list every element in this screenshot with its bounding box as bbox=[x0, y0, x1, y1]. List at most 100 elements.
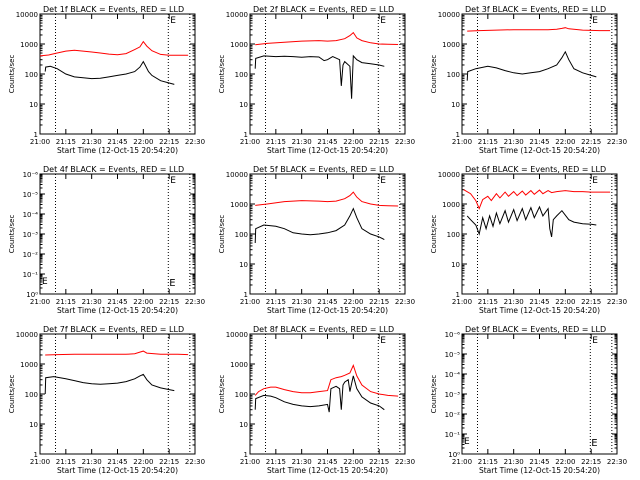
y-tick-label: 10000 bbox=[226, 331, 248, 339]
y-tick-label: 1000 bbox=[230, 201, 248, 209]
y-tick-label: 10⁻² bbox=[445, 411, 461, 419]
x-tick-label: 21:45 bbox=[529, 458, 549, 466]
chart-panel-2: Det 2f BLACK = Events, RED = LLD 1 10 100 10… bbox=[218, 5, 415, 155]
chart-panel-3: Det 3f BLACK = Events, RED = LLD 1 10 100 10… bbox=[430, 5, 627, 155]
lld-series-line bbox=[255, 31, 399, 46]
lld-series-line bbox=[463, 189, 611, 210]
x-axis-label: Start Time (12-Oct-15 20:54:20) bbox=[479, 146, 600, 155]
y-tick-label: 10⁻³ bbox=[23, 231, 39, 239]
chart-title: Det 9f BLACK = Events, RED = LLD bbox=[465, 325, 606, 334]
event-marker-E: E bbox=[380, 16, 386, 26]
y-axis-label: Counts/sec bbox=[430, 55, 438, 94]
y-tick-label: 1 bbox=[244, 131, 248, 139]
x-tick-label: 22:00 bbox=[555, 298, 575, 306]
chart-title: Det 6f BLACK = Events, RED = LLD bbox=[465, 165, 606, 174]
y-tick-label: 10⁻¹ bbox=[445, 431, 461, 439]
y-tick-label: 1000 bbox=[442, 201, 460, 209]
y-tick-label: 10000 bbox=[226, 11, 248, 19]
x-tick-label: 21:30 bbox=[82, 298, 102, 306]
y-tick-label: 1 bbox=[34, 131, 38, 139]
x-tick-label: 22:15 bbox=[159, 138, 179, 146]
event-marker-E: E bbox=[170, 16, 176, 26]
x-tick-label: 21:00 bbox=[240, 458, 260, 466]
y-tick-label: 10 bbox=[239, 261, 248, 269]
x-tick-label: 21:15 bbox=[56, 138, 76, 146]
y-tick-label: 10000 bbox=[438, 11, 460, 19]
chart-title: Det 2f BLACK = Events, RED = LLD bbox=[253, 5, 394, 14]
x-tick-label: 21:00 bbox=[240, 138, 260, 146]
x-tick-label: 21:15 bbox=[266, 138, 286, 146]
y-tick-label: 10⁻² bbox=[23, 251, 39, 259]
x-tick-label: 22:00 bbox=[343, 458, 363, 466]
y-tick-label: 10⁰ bbox=[26, 291, 38, 299]
y-tick-label: 10 bbox=[29, 101, 38, 109]
event-marker-E: E bbox=[592, 16, 598, 26]
x-tick-label: 21:45 bbox=[529, 138, 549, 146]
chart-panel-4: Det 4f BLACK = Events, RED = LLD 10⁰ 10⁻¹ 1… bbox=[8, 165, 205, 315]
x-tick-label: 21:45 bbox=[107, 458, 127, 466]
y-tick-label: 10000 bbox=[438, 171, 460, 179]
x-tick-label: 21:45 bbox=[529, 298, 549, 306]
x-tick-label: 22:30 bbox=[607, 138, 627, 146]
y-tick-label: 1000 bbox=[442, 41, 460, 49]
x-tick-label: 21:15 bbox=[266, 298, 286, 306]
plot-frame bbox=[39, 333, 196, 455]
y-tick-label: 10 bbox=[451, 101, 460, 109]
y-tick-label: 10 bbox=[239, 101, 248, 109]
y-axis-label: Counts/sec bbox=[218, 215, 226, 254]
x-tick-label: 22:15 bbox=[159, 458, 179, 466]
event-marker-E: E bbox=[464, 437, 470, 447]
x-tick-label: 22:30 bbox=[607, 458, 627, 466]
y-tick-label: 100 bbox=[235, 391, 248, 399]
x-tick-label: 21:00 bbox=[240, 298, 260, 306]
y-axis-label: Counts/sec bbox=[218, 375, 226, 414]
x-tick-label: 21:00 bbox=[452, 458, 472, 466]
lld-series-line bbox=[39, 40, 189, 57]
event-marker-E: E bbox=[592, 336, 598, 346]
y-tick-label: 10 bbox=[239, 421, 248, 429]
plot-frame bbox=[461, 333, 618, 455]
x-tick-label: 21:00 bbox=[452, 138, 472, 146]
chart-panel-6: Det 6f BLACK = Events, RED = LLD 1 10 100 10… bbox=[430, 165, 627, 315]
x-axis-label: Start Time (12-Oct-15 20:54:20) bbox=[267, 306, 388, 315]
chart-title: Det 5f BLACK = Events, RED = LLD bbox=[253, 165, 394, 174]
event-marker-E: E bbox=[380, 176, 386, 186]
y-axis-label: Counts/sec bbox=[430, 215, 438, 254]
y-tick-label: 10⁻⁴ bbox=[445, 371, 461, 379]
plot-frame bbox=[39, 13, 196, 135]
x-tick-label: 21:00 bbox=[30, 138, 50, 146]
x-tick-label: 22:00 bbox=[133, 298, 153, 306]
x-tick-label: 21:30 bbox=[292, 458, 312, 466]
y-tick-label: 100 bbox=[25, 71, 38, 79]
x-tick-label: 21:15 bbox=[478, 458, 498, 466]
event-marker-E: E bbox=[592, 176, 598, 186]
x-axis-label: Start Time (12-Oct-15 20:54:20) bbox=[57, 146, 178, 155]
chart-panel-9: Det 9f BLACK = Events, RED = LLD 10⁰ 10⁻¹ 1… bbox=[430, 325, 627, 475]
y-tick-label: 100 bbox=[235, 231, 248, 239]
y-tick-label: 10⁻⁵ bbox=[445, 351, 461, 359]
x-axis-label: Start Time (12-Oct-15 20:54:20) bbox=[57, 306, 178, 315]
x-tick-label: 22:00 bbox=[133, 458, 153, 466]
chart-title: Det 7f BLACK = Events, RED = LLD bbox=[43, 325, 184, 334]
x-tick-label: 21:00 bbox=[30, 298, 50, 306]
x-tick-label: 21:30 bbox=[82, 458, 102, 466]
events-series-line bbox=[44, 60, 175, 85]
chart-panel-5: Det 5f BLACK = Events, RED = LLD 1 10 100 10… bbox=[218, 165, 415, 315]
y-axis-label: Counts/sec bbox=[8, 375, 16, 414]
x-tick-label: 21:45 bbox=[107, 298, 127, 306]
event-marker-E: E bbox=[170, 176, 176, 186]
chart-title: Det 1f BLACK = Events, RED = LLD bbox=[43, 5, 184, 14]
y-tick-label: 1000 bbox=[20, 41, 38, 49]
x-tick-label: 22:15 bbox=[159, 298, 179, 306]
chart-panel-8: Det 8f BLACK = Events, RED = LLD 1 10 100 10… bbox=[218, 325, 415, 475]
events-series-line bbox=[254, 375, 385, 413]
x-axis-label: Start Time (12-Oct-15 20:54:20) bbox=[479, 466, 600, 475]
events-series-line bbox=[254, 54, 385, 99]
chart-panel-1: Det 1f BLACK = Events, RED = LLD 1 10 100 10… bbox=[8, 5, 205, 155]
y-tick-label: 10 bbox=[451, 261, 460, 269]
x-tick-label: 21:45 bbox=[317, 458, 337, 466]
x-tick-label: 22:30 bbox=[185, 298, 205, 306]
y-tick-label: 100 bbox=[447, 231, 460, 239]
lld-series-line bbox=[255, 191, 399, 207]
x-axis-label: Start Time (12-Oct-15 20:54:20) bbox=[479, 306, 600, 315]
